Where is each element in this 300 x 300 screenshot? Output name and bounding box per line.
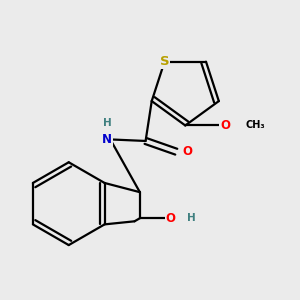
Text: N: N [102,133,112,146]
Text: H: H [103,118,112,128]
Text: CH₃: CH₃ [245,121,265,130]
Text: O: O [182,145,192,158]
Text: O: O [166,212,176,225]
Text: S: S [160,55,170,68]
Text: O: O [220,119,230,132]
Text: H: H [188,213,196,223]
